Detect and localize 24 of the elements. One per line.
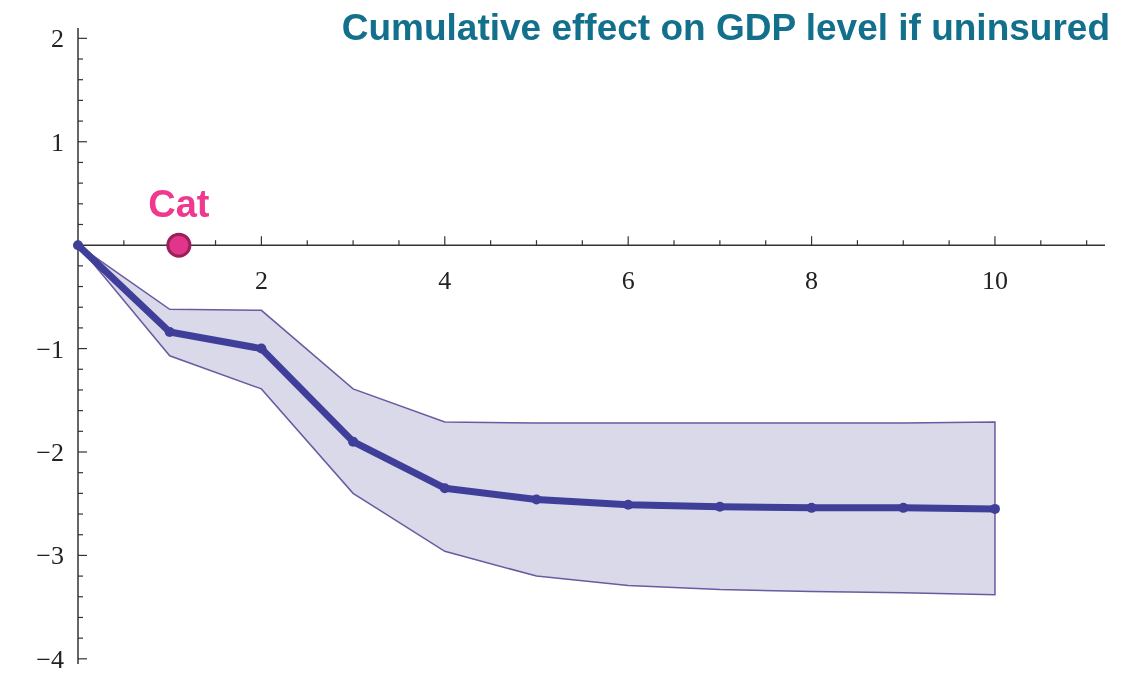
chart-title: Cumulative effect on GDP level if uninsured	[341, 7, 1110, 48]
point	[623, 499, 634, 510]
point	[164, 327, 175, 338]
point	[166, 232, 192, 258]
x-tick-label: 6	[621, 266, 635, 296]
y-tick-label: −2	[36, 438, 64, 467]
y-tick-label: 2	[51, 24, 64, 54]
point	[531, 494, 542, 505]
point	[256, 343, 267, 354]
annotation: Cat	[148, 183, 210, 226]
y-tick-label: −4	[36, 644, 64, 674]
point	[439, 483, 450, 494]
x-tick-label: 2	[254, 266, 268, 296]
point	[989, 503, 1000, 514]
point	[806, 502, 817, 513]
point	[348, 436, 359, 447]
point	[73, 240, 83, 251]
y-tick-label: 1	[51, 127, 64, 157]
x-tick-label: 8	[805, 266, 819, 296]
point	[898, 502, 909, 513]
y-tick-label: −1	[36, 334, 64, 364]
x-tick-label: 10	[981, 266, 1008, 296]
x-tick-label: 4	[438, 266, 452, 296]
y-tick-label: −3	[36, 541, 64, 571]
